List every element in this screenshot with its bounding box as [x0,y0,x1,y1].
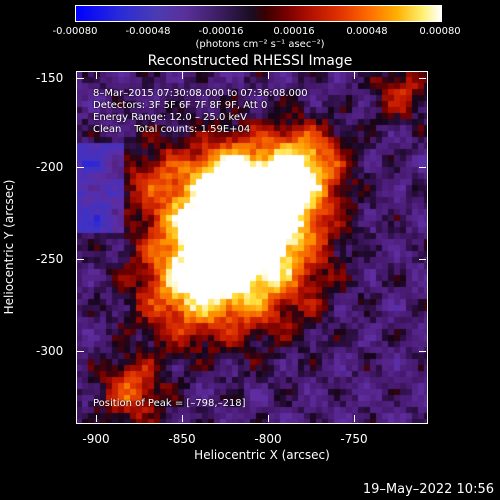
heatmap-image [76,71,427,423]
timestamp: 19–May–2022 10:56 [362,482,494,497]
y-tick-label: -200 [36,160,64,174]
axis-tick-mark [182,415,183,422]
x-tick-label: -900 [82,432,110,446]
colorbar-tick: -0.00048 [125,26,171,37]
axis-tick-mark [77,78,84,79]
y-tick-label: -150 [36,71,64,85]
colorbar [75,5,442,22]
axis-tick-mark [77,351,84,352]
y-tick-label: -300 [36,344,64,358]
y-tick-label: -250 [36,252,64,266]
axis-tick-mark [96,415,97,422]
chart-title: Reconstructed RHESSI Image [147,53,353,69]
axis-tick-mark [268,72,269,79]
x-tick-label: -750 [340,432,368,446]
axis-tick-mark [77,167,84,168]
colorbar-units: (photons cm⁻² s⁻¹ asec⁻²) [195,39,325,50]
axis-tick-mark [419,351,426,352]
clean-counts-label: Clean Total counts: 1.59E+04 [93,124,251,135]
axis-tick-mark [354,72,355,79]
axis-tick-mark [419,167,426,168]
y-axis-label: Heliocentric Y (arcsec) [2,179,16,315]
axis-tick-mark [96,72,97,79]
energy-range-label: Energy Range: 12.0 – 25.0 keV [93,112,247,123]
colorbar-tick: 0.00016 [273,26,315,37]
x-tick-label: -850 [168,432,196,446]
colorbar-tick: 0.00048 [346,26,388,37]
detectors-label: Detectors: 3F 5F 6F 7F 8F 9F, Att 0 [93,100,268,111]
colorbar-tick: 0.00080 [419,26,461,37]
axis-tick-mark [268,415,269,422]
axis-tick-mark [182,72,183,79]
x-axis-label: Heliocentric X (arcsec) [194,448,330,462]
peak-position-label: Position of Peak = [–798,–218] [93,398,246,409]
axis-tick-mark [354,415,355,422]
axis-tick-mark [419,78,426,79]
colorbar-tick: -0.00016 [198,26,244,37]
axis-tick-mark [77,259,84,260]
x-tick-label: -800 [254,432,282,446]
time-range-label: 8–Mar–2015 07:30:08.000 to 07:36:08.000 [93,88,308,99]
axis-tick-mark [419,259,426,260]
colorbar-tick: -0.00080 [52,26,98,37]
